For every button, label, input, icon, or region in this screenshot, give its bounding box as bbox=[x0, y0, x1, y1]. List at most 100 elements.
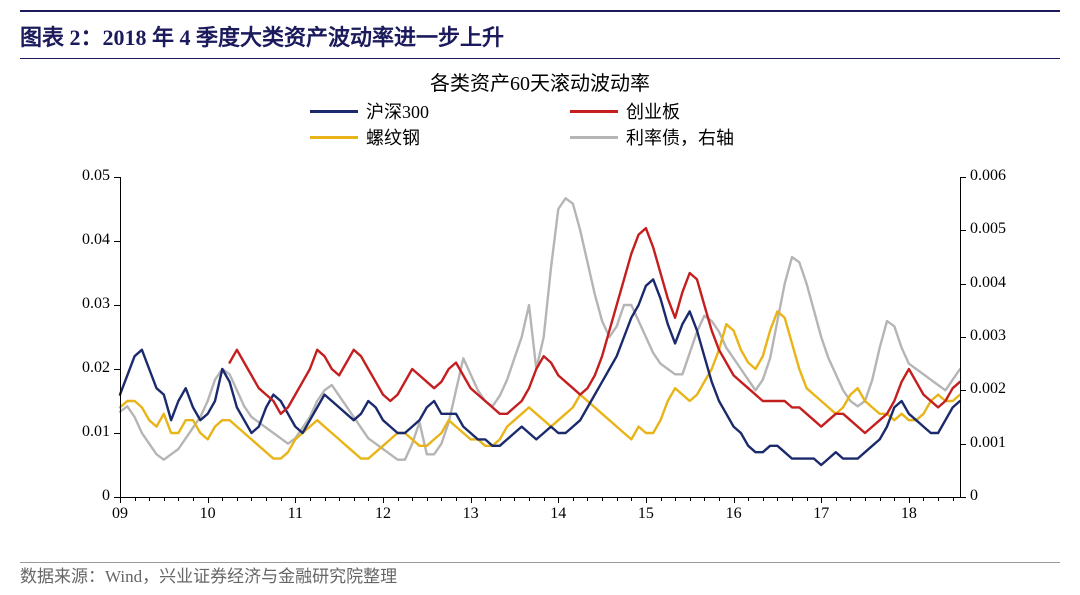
ylabel-left: 0.01 bbox=[50, 423, 110, 441]
xtick-minor bbox=[266, 497, 267, 501]
ytick-right bbox=[960, 230, 966, 231]
xtick-minor bbox=[135, 497, 136, 501]
xtick-minor bbox=[865, 497, 866, 501]
ytick-right bbox=[960, 444, 966, 445]
ylabel-left: 0.04 bbox=[50, 231, 110, 249]
ytick-right bbox=[960, 497, 966, 498]
xtick-minor bbox=[514, 497, 515, 501]
ylabel-right: 0.004 bbox=[970, 274, 1030, 292]
ytick-right bbox=[960, 284, 966, 285]
xtick-minor bbox=[675, 497, 676, 501]
xlabel: 12 bbox=[375, 505, 391, 523]
figure-container: 图表 2：2018 年 4 季度大类资产波动率进一步上升 各类资产60天滚动波动… bbox=[0, 0, 1080, 595]
xtick-minor bbox=[295, 497, 296, 501]
xtick-minor bbox=[529, 497, 530, 501]
xtick-minor bbox=[500, 497, 501, 501]
xlabel: 09 bbox=[112, 505, 128, 523]
xlabel: 10 bbox=[200, 505, 216, 523]
xtick-minor bbox=[310, 497, 311, 501]
plot-area: 00.010.020.030.040.0500.0010.0020.0030.0… bbox=[120, 177, 960, 497]
xlabel: 14 bbox=[550, 505, 566, 523]
xtick-minor bbox=[938, 497, 939, 501]
xtick-minor bbox=[748, 497, 749, 501]
ytick-left bbox=[114, 177, 120, 178]
legend: 沪深300 创业板 螺纹钢 利率债，右轴 bbox=[210, 98, 870, 150]
ylabel-right: 0.002 bbox=[970, 380, 1030, 398]
swatch-bond bbox=[570, 136, 618, 139]
legend-item-rebar: 螺纹钢 bbox=[310, 124, 510, 150]
legend-item-bond: 利率债，右轴 bbox=[570, 124, 770, 150]
source-text: 数据来源：Wind，兴业证券经济与金融研究院整理 bbox=[20, 562, 397, 587]
xtick-minor bbox=[617, 497, 618, 501]
xtick-minor bbox=[734, 497, 735, 501]
xtick-minor bbox=[836, 497, 837, 501]
xtick-minor bbox=[704, 497, 705, 501]
xtick-minor bbox=[602, 497, 603, 501]
swatch-rebar bbox=[310, 136, 358, 139]
y-axis-left bbox=[120, 177, 121, 497]
xtick-minor bbox=[690, 497, 691, 501]
xtick-minor bbox=[383, 497, 384, 501]
xtick-minor bbox=[193, 497, 194, 501]
xtick-minor bbox=[368, 497, 369, 501]
ylabel-right: 0 bbox=[970, 487, 1030, 505]
ylabel-right: 0.003 bbox=[970, 327, 1030, 345]
legend-label: 沪深300 bbox=[366, 98, 429, 124]
xtick-minor bbox=[821, 497, 822, 501]
ytick-right bbox=[960, 337, 966, 338]
xtick-minor bbox=[661, 497, 662, 501]
legend-label: 螺纹钢 bbox=[366, 124, 420, 150]
xtick-minor bbox=[339, 497, 340, 501]
xtick-minor bbox=[237, 497, 238, 501]
legend-label: 利率债，右轴 bbox=[626, 124, 734, 150]
xtick-minor bbox=[178, 497, 179, 501]
ytick-right bbox=[960, 177, 966, 178]
xtick-minor bbox=[850, 497, 851, 501]
xtick-minor bbox=[880, 497, 881, 501]
legend-item-csi300: 沪深300 bbox=[310, 98, 510, 124]
xtick-minor bbox=[544, 497, 545, 501]
xtick-minor bbox=[587, 497, 588, 501]
ylabel-left: 0.05 bbox=[50, 167, 110, 185]
xtick-minor bbox=[412, 497, 413, 501]
xtick-minor bbox=[763, 497, 764, 501]
xlabel: 18 bbox=[901, 505, 917, 523]
ylabel-left: 0.03 bbox=[50, 295, 110, 313]
ytick-left bbox=[114, 305, 120, 306]
ylabel-right: 0.005 bbox=[970, 220, 1030, 238]
series-bond bbox=[120, 198, 960, 459]
xlabel: 11 bbox=[288, 505, 303, 523]
xtick-minor bbox=[149, 497, 150, 501]
xtick-minor bbox=[427, 497, 428, 501]
xtick-minor bbox=[120, 497, 121, 501]
xtick-minor bbox=[573, 497, 574, 501]
xtick-minor bbox=[909, 497, 910, 501]
xtick-minor bbox=[164, 497, 165, 501]
xtick-minor bbox=[354, 497, 355, 501]
xtick-minor bbox=[646, 497, 647, 501]
top-rule bbox=[20, 10, 1060, 12]
xtick-minor bbox=[953, 497, 954, 501]
xtick-minor bbox=[456, 497, 457, 501]
xlabel: 17 bbox=[813, 505, 829, 523]
xlabel: 15 bbox=[638, 505, 654, 523]
xtick-minor bbox=[441, 497, 442, 501]
legend-label: 创业板 bbox=[626, 98, 680, 124]
xtick-minor bbox=[485, 497, 486, 501]
xtick-minor bbox=[631, 497, 632, 501]
ytick-left bbox=[114, 369, 120, 370]
xtick-minor bbox=[558, 497, 559, 501]
ylabel-left: 0.02 bbox=[50, 359, 110, 377]
chart: 各类资产60天滚动波动率 沪深300 创业板 螺纹钢 利率债，右轴 00.010… bbox=[40, 67, 1040, 537]
xtick-minor bbox=[894, 497, 895, 501]
ytick-right bbox=[960, 390, 966, 391]
xtick-minor bbox=[471, 497, 472, 501]
chart-title: 各类资产60天滚动波动率 bbox=[40, 67, 1040, 96]
xtick-minor bbox=[923, 497, 924, 501]
ytick-left bbox=[114, 241, 120, 242]
xtick-minor bbox=[281, 497, 282, 501]
swatch-csi300 bbox=[310, 110, 358, 113]
xtick-minor bbox=[792, 497, 793, 501]
xlabel: 13 bbox=[463, 505, 479, 523]
chart-lines bbox=[120, 177, 960, 497]
